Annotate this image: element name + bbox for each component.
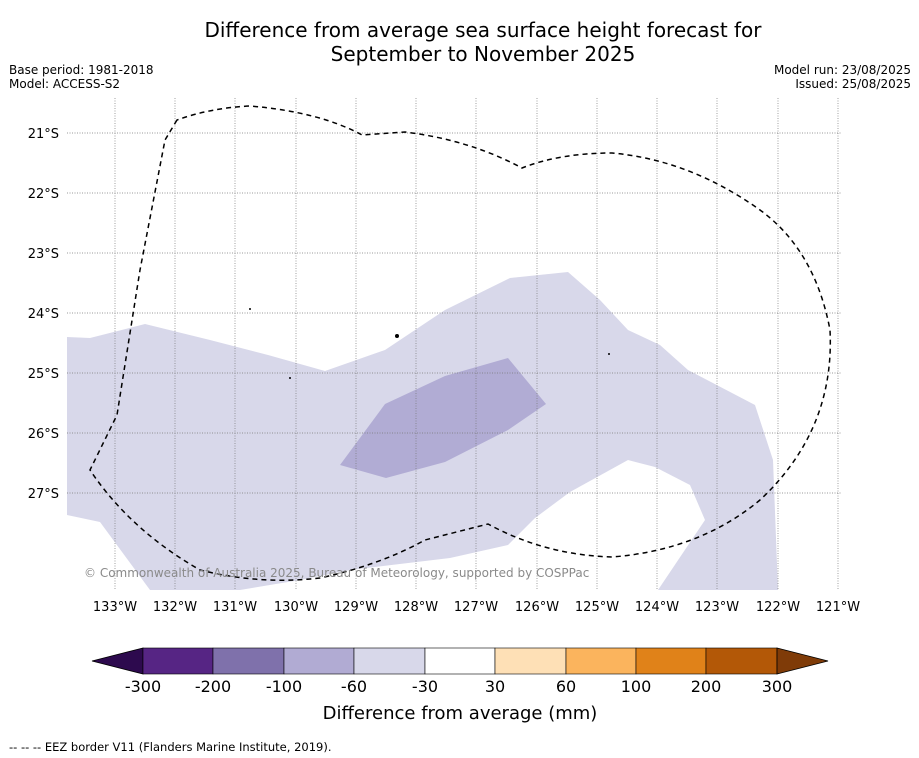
lon-label: 123°W xyxy=(695,600,739,615)
issued-date: Issued: 25/08/2025 xyxy=(795,77,911,91)
lon-label: 128°W xyxy=(394,600,438,615)
islands xyxy=(249,308,610,379)
colorbar-label: 200 xyxy=(691,677,722,696)
colorbar-label: -300 xyxy=(125,677,161,696)
colorbar-label: 30 xyxy=(485,677,505,696)
meta-left: Base period: 1981-2018 Model: ACCESS-S2 xyxy=(9,63,154,91)
title-line-1: Difference from average sea surface heig… xyxy=(204,18,762,42)
lon-label: 127°W xyxy=(454,600,498,615)
colorbar-swatch xyxy=(494,647,567,675)
map-plot: 133°W 132°W 131°W 130°W 129°W 128°W 127°… xyxy=(28,98,860,615)
colorbar-extend-high xyxy=(776,647,829,675)
lon-label: 130°W xyxy=(274,600,318,615)
lat-label: 27°S xyxy=(28,487,59,502)
colorbar-swatches xyxy=(91,647,829,675)
colorbar-labels: -300 -200 -100 -60 -30 30 60 100 200 300 xyxy=(125,677,792,696)
lon-label: 129°W xyxy=(334,600,378,615)
chart-title: Difference from average sea surface heig… xyxy=(0,18,919,66)
colorbar-label: 100 xyxy=(621,677,652,696)
longitude-labels: 133°W 132°W 131°W 130°W 129°W 128°W 127°… xyxy=(93,600,860,615)
lon-label: 126°W xyxy=(515,600,559,615)
colorbar-label: -200 xyxy=(195,677,231,696)
colorbar-extend-low xyxy=(91,647,144,675)
colorbar-title: Difference from average (mm) xyxy=(322,703,598,724)
colorbar-swatch xyxy=(142,647,214,675)
lat-label: 21°S xyxy=(28,127,59,142)
colorbar-swatch xyxy=(424,647,496,675)
colorbar-swatch xyxy=(705,647,778,675)
lon-label: 133°W xyxy=(93,600,137,615)
lat-label: 23°S xyxy=(28,247,59,262)
lon-label: 131°W xyxy=(213,600,257,615)
model-name: Model: ACCESS-S2 xyxy=(9,77,121,91)
colorbar-label: 60 xyxy=(556,677,576,696)
eez-border xyxy=(89,105,832,581)
lat-label: 26°S xyxy=(28,427,59,442)
colorbar-swatch xyxy=(283,647,355,675)
lon-label: 132°W xyxy=(153,600,197,615)
lon-label: 125°W xyxy=(575,600,619,615)
anomaly-region-medium xyxy=(340,358,546,478)
meta-right: Model run: 23/08/2025 Issued: 25/08/2025 xyxy=(774,63,911,91)
colorbar-label: 300 xyxy=(762,677,793,696)
colorbar-label: -100 xyxy=(266,677,302,696)
colorbar-swatch xyxy=(635,647,707,675)
copyright-note: © Commonwealth of Australia 2025, Bureau… xyxy=(84,566,589,580)
colorbar-label: -30 xyxy=(412,677,438,696)
colorbar-swatch xyxy=(565,647,637,675)
eez-footnote: -- -- -- EEZ border V11 (Flanders Marine… xyxy=(9,740,332,754)
lat-label: 24°S xyxy=(28,307,59,322)
colorbar: -300 -200 -100 -60 -30 30 60 100 200 300 xyxy=(91,647,829,696)
lon-label: 124°W xyxy=(635,600,679,615)
lat-label: 22°S xyxy=(28,187,59,202)
colorbar-label: -60 xyxy=(341,677,367,696)
lon-label: 121°W xyxy=(816,600,860,615)
lon-label: 122°W xyxy=(756,600,800,615)
colorbar-swatch xyxy=(353,647,426,675)
base-period: Base period: 1981-2018 xyxy=(9,63,154,77)
model-run: Model run: 23/08/2025 xyxy=(773,63,911,77)
gridlines xyxy=(67,98,842,590)
lat-label: 25°S xyxy=(28,367,59,382)
colorbar-swatch xyxy=(212,647,285,675)
latitude-labels: 21°S 22°S 23°S 24°S 25°S 26°S 27°S xyxy=(28,127,59,502)
title-line-2: September to November 2025 xyxy=(330,42,636,66)
